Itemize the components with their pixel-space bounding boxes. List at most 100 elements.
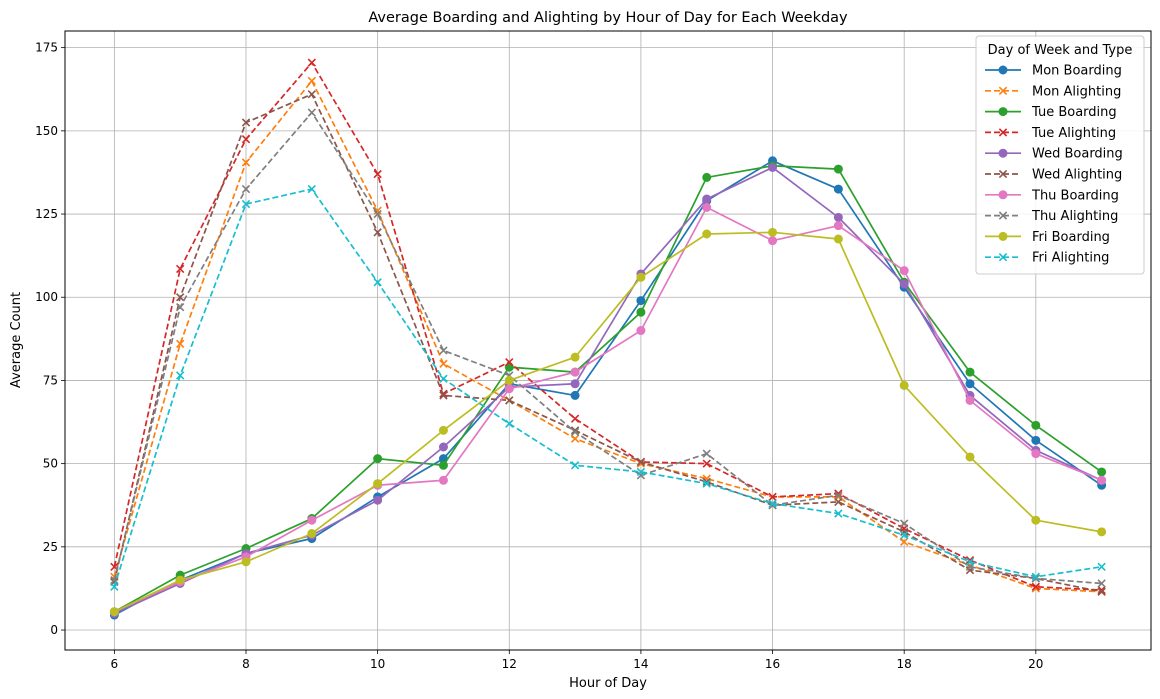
x-tick-label: 18: [897, 657, 912, 671]
legend-label: Thu Alighting: [1031, 209, 1118, 224]
series-line: [113, 93, 1102, 593]
legend-label: Thu Boarding: [1031, 188, 1119, 203]
legend-item: Mon Alighting: [985, 84, 1121, 99]
data-point: [900, 531, 909, 540]
data-point: [241, 557, 251, 567]
data-point: [438, 442, 448, 452]
legend-swatch-marker: [998, 253, 1008, 262]
data-point: [768, 501, 777, 510]
data-point: [504, 375, 514, 385]
data-point: [702, 229, 712, 239]
legend-label: Fri Alighting: [1032, 251, 1109, 266]
x-tick-label: 20: [1028, 657, 1043, 671]
series-fri-alighting: [110, 184, 1106, 591]
data-point: [439, 391, 448, 400]
data-point: [899, 380, 909, 390]
data-point: [438, 460, 448, 470]
series-tue-boarding: [109, 161, 1107, 617]
data-point: [176, 293, 185, 302]
data-point: [307, 58, 316, 67]
legend-item: Fri Boarding: [985, 230, 1110, 245]
plot-frame: [64, 30, 1152, 651]
data-point: [373, 169, 382, 179]
data-point: [636, 307, 646, 317]
data-point: [833, 234, 843, 244]
data-point: [833, 212, 843, 222]
legend-item: Tue Boarding: [985, 105, 1117, 120]
data-point: [570, 379, 580, 389]
grid: [65, 31, 1151, 650]
data-point: [1031, 582, 1040, 591]
data-point: [373, 454, 383, 464]
data-point: [176, 371, 185, 380]
y-axis-label: Average Count: [9, 292, 24, 388]
data-point: [768, 162, 778, 172]
data-point: [1097, 467, 1107, 477]
x-tick-label: 10: [370, 657, 385, 671]
data-point: [241, 134, 251, 144]
data-point: [176, 303, 185, 312]
x-tick-label: 6: [111, 657, 119, 671]
data-point: [768, 227, 778, 237]
data-point: [307, 515, 317, 525]
data-point: [702, 477, 711, 487]
legend-item: Tue Alighting: [985, 126, 1116, 141]
data-point: [439, 346, 448, 355]
data-point: [834, 509, 843, 518]
data-point: [636, 272, 646, 282]
data-point: [570, 414, 580, 423]
data-point: [504, 384, 514, 394]
data-point: [833, 221, 843, 231]
data-point: [1097, 475, 1107, 485]
series-layer: [109, 58, 1107, 620]
legend-label: Mon Alighting: [1032, 84, 1121, 99]
legend-box: [975, 35, 1145, 275]
data-point: [1097, 579, 1106, 588]
data-point: [1031, 515, 1041, 525]
data-point: [373, 228, 382, 237]
data-point: [307, 184, 316, 194]
legend-swatch-marker: [998, 169, 1008, 179]
data-point: [373, 479, 383, 489]
data-point: [702, 194, 712, 204]
data-point: [702, 459, 711, 468]
data-point: [1031, 420, 1041, 430]
data-point: [241, 158, 251, 167]
data-point: [176, 339, 185, 348]
data-point: [702, 202, 712, 212]
data-point: [899, 279, 909, 289]
data-point: [570, 427, 580, 437]
data-point: [965, 367, 975, 377]
legend-swatch-marker: [998, 107, 1008, 117]
data-point: [768, 492, 777, 502]
legend-swatch-marker: [998, 231, 1008, 241]
legend-swatch-marker: [998, 128, 1008, 137]
data-point: [1031, 435, 1041, 445]
legend-item: Mon Boarding: [985, 64, 1122, 79]
legend-label: Tue Boarding: [1031, 105, 1117, 120]
series-line: [114, 166, 1102, 615]
data-point: [110, 582, 119, 591]
data-point: [176, 264, 185, 274]
data-point: [307, 108, 316, 117]
y-tick-label: 50: [43, 457, 58, 471]
data-point: [505, 419, 514, 428]
legend-swatch-marker: [998, 86, 1008, 95]
y-tick-label: 175: [35, 41, 58, 55]
data-point: [373, 495, 383, 505]
legend-label: Mon Boarding: [1032, 64, 1122, 79]
x-tick-label: 8: [242, 657, 250, 671]
series-tue-alighting: [110, 58, 1106, 595]
data-point: [1097, 585, 1106, 595]
data-point: [373, 209, 382, 219]
data-point: [570, 367, 580, 377]
data-point: [702, 449, 711, 458]
data-point: [109, 607, 119, 617]
data-point: [439, 359, 448, 368]
data-point: [899, 266, 909, 276]
legend-item: Wed Boarding: [985, 147, 1123, 162]
legend-item: Fri Alighting: [985, 251, 1109, 266]
data-point: [1031, 449, 1041, 459]
y-tick-label: 150: [35, 124, 58, 138]
